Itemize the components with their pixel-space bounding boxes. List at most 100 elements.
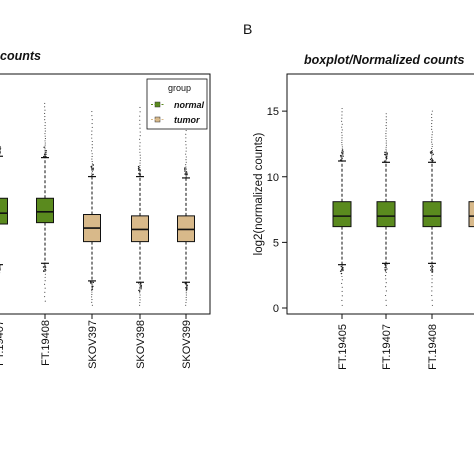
outlier-point [185,153,187,155]
outlier-point [0,149,1,151]
outlier-point [185,168,187,170]
outlier-point [185,140,187,142]
panel-b-label: B [243,21,252,37]
outlier-point [342,267,344,269]
x-tick-label: FT.19408 [427,324,439,370]
outlier-point [184,170,186,172]
outlier-point [431,275,433,277]
outlier-point [384,151,386,154]
outlier-point [138,289,140,292]
outlier-point [139,145,141,147]
panel-b-boxes [332,107,474,306]
outlier-point [429,265,432,268]
outlier-point [341,120,343,122]
y-tick-label: 5 [273,237,279,249]
outlier-point [384,154,387,156]
outlier-point [385,271,387,274]
outlier-point [385,304,387,306]
outlier-point [139,151,141,153]
outlier-point [185,299,187,301]
outlier-point [91,299,93,301]
outlier-point [341,268,344,270]
outlier-point [185,133,187,135]
outlier-point [342,155,344,157]
panel-a-title: counts [0,49,41,63]
outlier-point [385,116,387,118]
outlier-point [139,294,141,296]
outlier-point [44,148,46,150]
outlier-point [139,301,141,304]
outlier-point [185,290,187,292]
outlier-point [91,286,93,288]
outlier-point [44,127,46,129]
outlier-point [385,282,387,284]
outlier-point [91,161,93,163]
panel-b-x-ticks: FT.19405 FT.19407 FT.19408 [337,314,439,370]
outlier-point [44,140,46,142]
outlier-point [139,170,141,172]
outlier-point [340,156,342,158]
outlier-point [185,156,187,158]
outlier-point [430,269,432,271]
outlier-point [138,290,141,293]
outlier-point [44,291,46,293]
outlier-point [140,288,142,290]
outlier-point [341,159,343,161]
outlier-point [385,146,387,148]
legend: group normal tumor [146,78,208,130]
outlier-point [339,154,342,157]
outlier-point [91,137,93,139]
outlier-point [44,300,46,302]
outlier-point [185,137,187,139]
outlier-point [44,109,46,111]
x-tick-label: FT.19408 [40,320,52,366]
outlier-point [341,148,343,150]
outlier-point [91,284,93,286]
outlier-point [91,171,93,173]
outlier-point [341,295,343,297]
outlier-point [384,264,387,267]
outlier-point [91,168,93,170]
outlier-point [185,292,187,294]
outlier-point [91,287,93,289]
outlier-point [431,116,433,119]
outlier-point [341,132,343,134]
outlier-point [44,133,46,135]
outlier-point [44,273,46,275]
outlier-point [91,155,93,158]
outlier-point [139,288,141,290]
outlier-point [385,125,387,127]
outlier-point [43,155,45,158]
outlier-point [431,269,434,271]
outlier-point [44,152,46,155]
outlier-point [44,138,46,140]
outlier-point [385,275,387,277]
outlier-point [44,112,46,114]
x-tick-label: SKOV399 [181,320,193,369]
outlier-point [431,145,433,148]
outlier-point [44,268,46,270]
box [0,197,8,225]
outlier-point [139,299,141,301]
panel-a-x-ticks: FT.19407 FT.19408 SKOV397 SKOV398 SKOV399 [0,314,193,369]
outlier-point [385,130,387,132]
outlier-point [342,151,344,153]
outlier-point [385,113,387,115]
outlier-point [139,154,141,156]
outlier-point [431,143,433,145]
legend-tumor-label: tumor [174,115,200,125]
outlier-point [139,127,141,129]
panel-b-frame [286,73,474,315]
outlier-point [91,134,93,136]
outlier-point [0,267,1,269]
outlier-point [385,266,387,268]
outlier-point [44,122,46,124]
outlier-point [431,139,433,141]
outlier-point [431,141,433,143]
outlier-point [91,173,93,175]
outlier-point [0,147,2,149]
outlier-point [341,279,343,281]
panel-b-y-axis: 0 5 10 15 [267,106,287,315]
outlier-point [431,149,433,152]
